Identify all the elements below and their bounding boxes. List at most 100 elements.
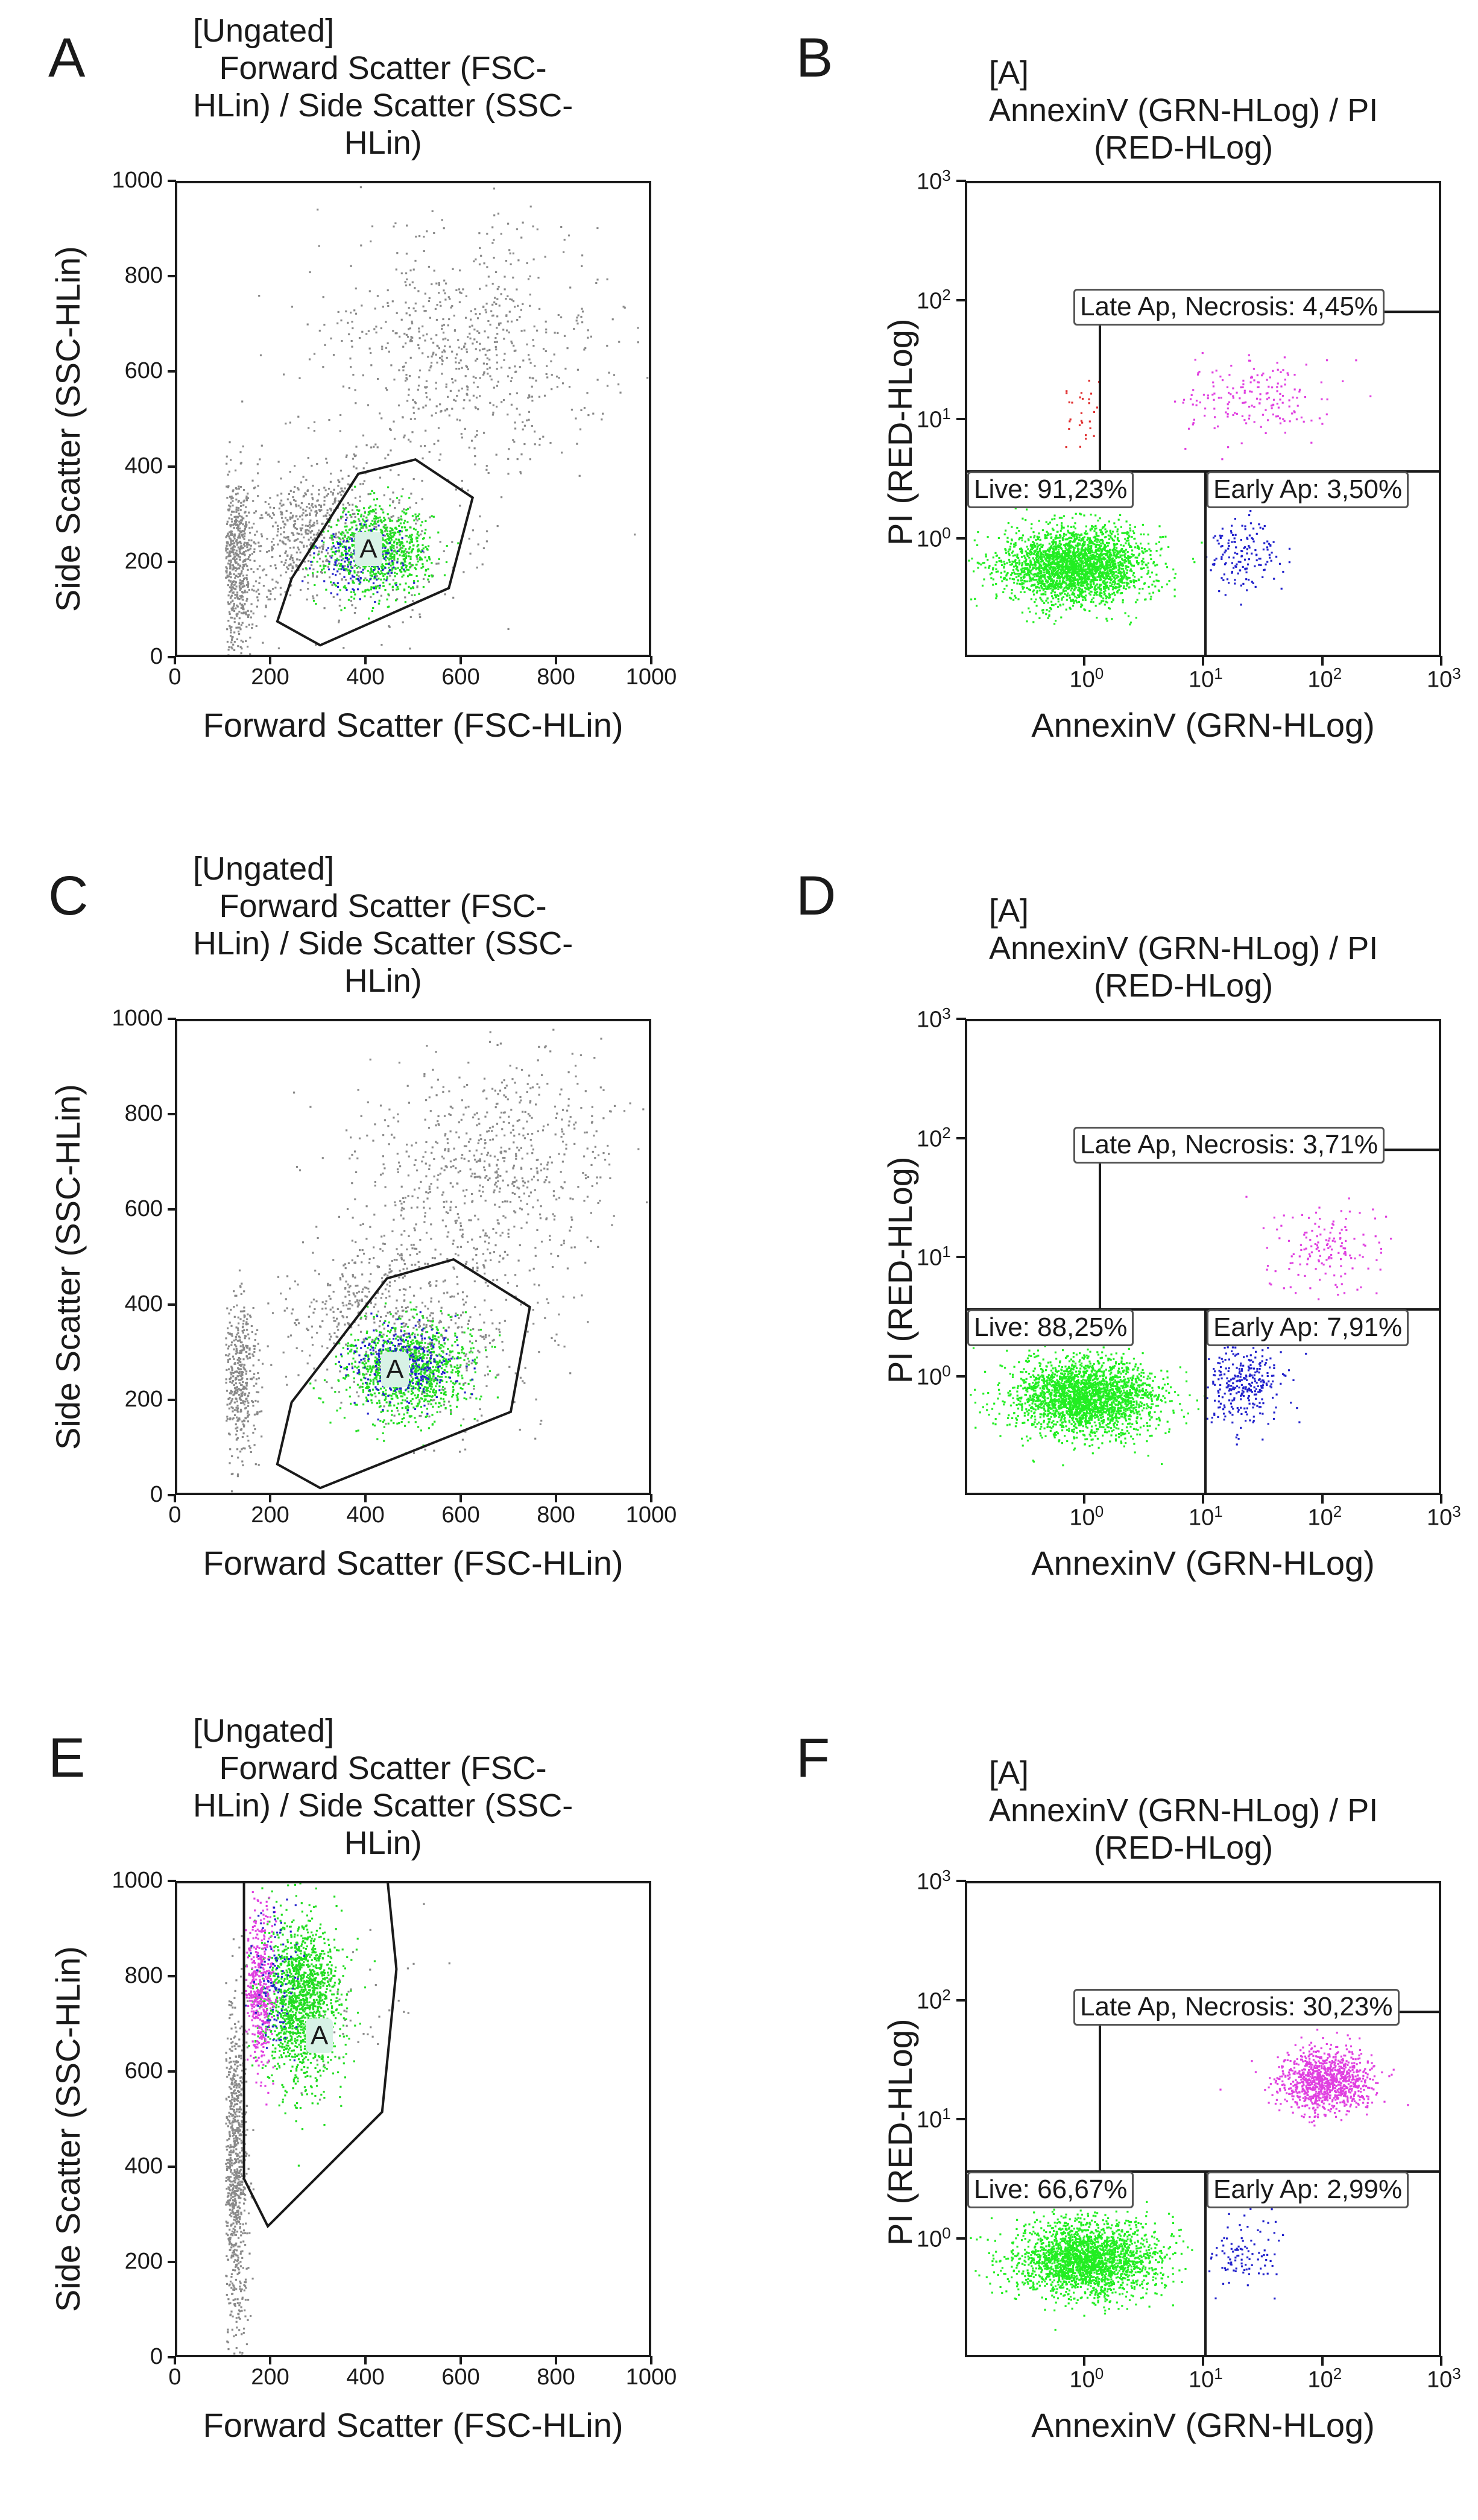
data-point-gray-main bbox=[339, 491, 341, 493]
data-point-gray-main bbox=[322, 561, 324, 562]
data-point-live bbox=[1066, 579, 1067, 581]
data-point-live bbox=[1004, 534, 1006, 535]
data-point-green-gate bbox=[383, 517, 385, 518]
title-line: AnnexinV (GRN-HLog) / PI bbox=[989, 92, 1378, 129]
data-point-gray-sparse bbox=[485, 309, 487, 310]
data-point-gray-sparse bbox=[470, 319, 472, 321]
data-point-green-gate bbox=[391, 535, 393, 537]
data-point-gray-sparse bbox=[531, 386, 533, 388]
data-point-blue-gate bbox=[309, 567, 311, 569]
data-point-live bbox=[1110, 582, 1111, 584]
data-point-live bbox=[1031, 549, 1033, 550]
data-point-gray-debris bbox=[236, 509, 238, 511]
data-point-gray-main bbox=[393, 579, 394, 581]
data-point-gray-sparse bbox=[496, 362, 498, 364]
data-point-gray-sparse bbox=[419, 370, 421, 371]
data-point-gray-main bbox=[330, 481, 332, 483]
data-point-green-gate bbox=[391, 539, 393, 541]
data-point-live bbox=[1006, 537, 1008, 539]
data-point-gray-sparse bbox=[485, 469, 487, 471]
data-point-gray-sparse bbox=[366, 444, 368, 446]
data-point-gray-sparse bbox=[578, 315, 580, 317]
data-point-live bbox=[1122, 582, 1123, 584]
data-point-gray-sparse bbox=[564, 335, 566, 337]
title-line: (RED-HLog) bbox=[989, 129, 1378, 166]
data-point-gray-main bbox=[318, 493, 320, 495]
data-point-gray-sparse bbox=[503, 399, 505, 401]
data-point-gray-sparse bbox=[457, 339, 459, 341]
data-point-gray-sparse bbox=[406, 279, 408, 280]
data-point-gray-sparse bbox=[401, 319, 403, 321]
data-point-gray-debris bbox=[248, 549, 250, 550]
data-point-green-gate bbox=[403, 545, 405, 547]
data-point-gray-sparse bbox=[497, 381, 499, 383]
data-point-gray-sparse bbox=[467, 336, 469, 338]
data-point-gray-sparse bbox=[550, 361, 552, 362]
data-point-gray-debris bbox=[235, 581, 236, 583]
data-point-gray-debris bbox=[241, 612, 242, 614]
data-point-gray-sparse bbox=[507, 473, 509, 474]
data-point-gray-sparse bbox=[510, 263, 512, 265]
data-point-live bbox=[1134, 576, 1135, 578]
data-point-gray-sparse bbox=[365, 333, 367, 335]
data-point-green-gate bbox=[345, 555, 347, 556]
data-point-live bbox=[1107, 620, 1108, 622]
data-point-gray-main bbox=[292, 567, 294, 569]
data-point-gray-debris bbox=[246, 591, 248, 593]
data-point-green-gate bbox=[418, 518, 420, 520]
data-point-blue-gate bbox=[337, 582, 339, 584]
data-point-live bbox=[1117, 528, 1119, 530]
data-point-live bbox=[1073, 536, 1075, 538]
data-point-gray-main bbox=[270, 506, 271, 508]
data-point-blue-gate bbox=[369, 578, 371, 580]
data-point-gray-sparse bbox=[408, 389, 410, 391]
data-point-gray-main bbox=[332, 494, 333, 496]
data-point-green-gate bbox=[401, 550, 403, 552]
data-point-gray-sparse bbox=[478, 232, 480, 234]
data-point-green-gate bbox=[331, 555, 333, 556]
data-point-gray-debris bbox=[246, 544, 248, 546]
data-point-gray-sparse bbox=[349, 358, 351, 359]
data-point-gray-main bbox=[265, 574, 267, 576]
data-point-gray-main bbox=[293, 547, 295, 549]
data-point-green-gate bbox=[400, 496, 402, 497]
data-point-green-gate bbox=[418, 593, 420, 595]
data-point-gray-sparse bbox=[516, 392, 518, 394]
data-point-gray-debris bbox=[237, 516, 239, 518]
data-point-gray-debris bbox=[239, 579, 241, 581]
data-point-gray-debris bbox=[234, 621, 236, 623]
data-point-live bbox=[1105, 618, 1107, 620]
data-point-gray-sparse bbox=[596, 279, 598, 280]
data-point-gray-main bbox=[307, 525, 309, 527]
data-point-live bbox=[1140, 567, 1142, 569]
data-point-gray-debris bbox=[234, 546, 236, 547]
data-point-green-gate bbox=[345, 550, 347, 552]
data-point-live bbox=[1133, 532, 1135, 534]
data-point-gray-main bbox=[226, 552, 228, 553]
data-point-gray-sparse bbox=[551, 388, 552, 390]
data-point-green-gate bbox=[344, 526, 346, 528]
data-point-gray-debris bbox=[228, 505, 230, 506]
data-point-gray-debris bbox=[231, 589, 233, 591]
data-point-gray-main bbox=[350, 552, 352, 553]
data-point-gray-sparse bbox=[433, 232, 435, 234]
data-point-gray-debris bbox=[229, 611, 230, 613]
data-point-live bbox=[1153, 581, 1155, 582]
data-point-gray-sparse bbox=[441, 363, 443, 365]
data-point-gray-sparse bbox=[581, 254, 583, 256]
data-point-live bbox=[1143, 534, 1145, 535]
data-point-gray-sparse bbox=[608, 372, 610, 374]
y-tick-mark bbox=[168, 370, 176, 373]
data-point-gray-debris bbox=[227, 541, 229, 543]
data-point-gray-main bbox=[443, 550, 445, 552]
data-point-gray-sparse bbox=[394, 222, 396, 224]
data-point-gray-main bbox=[254, 534, 256, 536]
data-point-gray-sparse bbox=[473, 260, 475, 262]
data-point-gray-sparse bbox=[447, 339, 449, 341]
data-point-live bbox=[1015, 576, 1017, 578]
data-point-gray-sparse bbox=[473, 338, 475, 340]
data-point-green-gate bbox=[444, 575, 446, 576]
data-point-gray-sparse bbox=[491, 304, 493, 306]
data-point-live bbox=[1117, 534, 1119, 535]
data-point-live bbox=[1192, 558, 1194, 559]
